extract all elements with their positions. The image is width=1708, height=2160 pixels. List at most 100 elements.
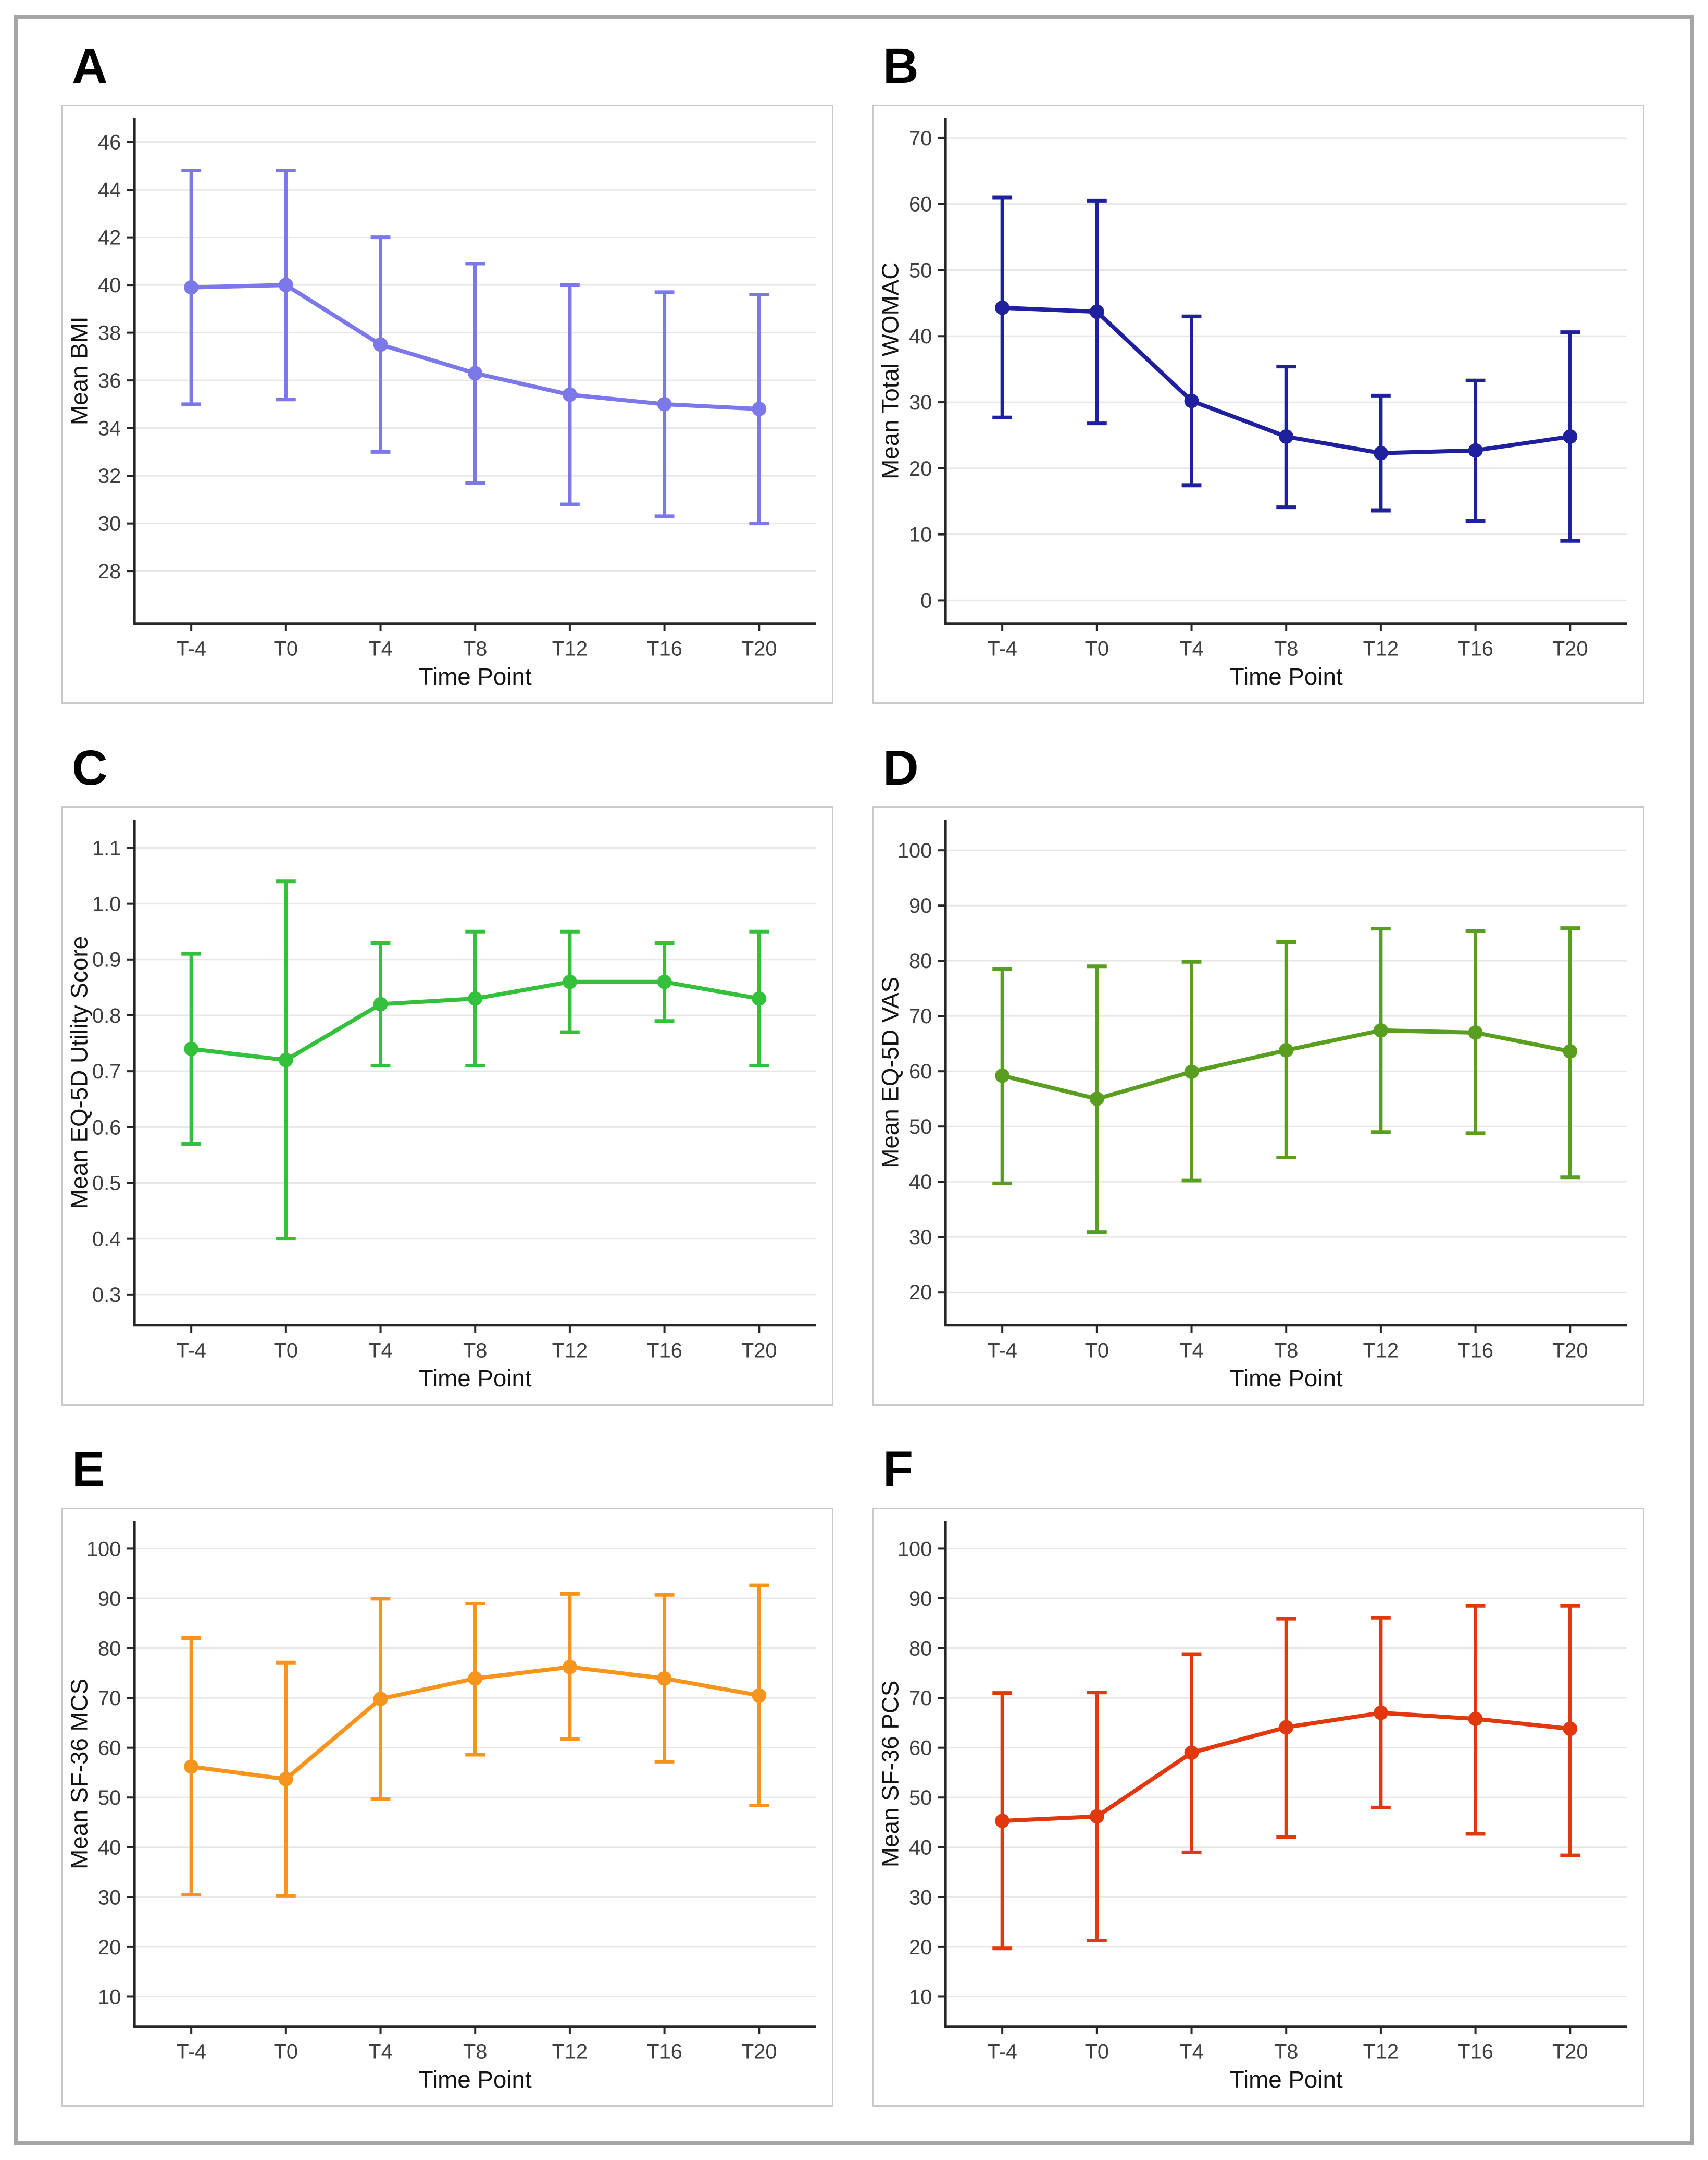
data-point: [278, 1052, 293, 1067]
x-tick-label: T12: [552, 1339, 588, 1362]
y-tick-label: 20: [909, 457, 932, 480]
chart-box-d: 20 30 40 50 60 70 80 90 100 T-4 T0 T4 T8 T12 T16 T20 Mea…: [872, 806, 1644, 1406]
x-tick-label: T8: [1274, 1339, 1298, 1362]
x-tick-label: T0: [1085, 637, 1109, 660]
data-point: [1089, 1809, 1104, 1824]
chart-canvas-sf36-mcs: 10 20 30 40 50 60 70 80 90 100 T-4 T0 T4 T8 T12 T16 T20 M…: [66, 1521, 816, 2093]
figure-frame: A 28 30 32 34 36 38 40 42 44 46 T-4 T0 T4 T8 T12 T16 T20…: [14, 15, 1694, 2145]
data-point: [1468, 443, 1483, 458]
x-tick-label: T0: [274, 1339, 298, 1362]
chart-canvas-eq5d-vas: 20 30 40 50 60 70 80 90 100 T-4 T0 T4 T8 T12 T16 T20 Mea…: [877, 820, 1627, 1392]
y-tick-label: 80: [909, 1637, 932, 1660]
panel-c: C 0.3 0.4 0.5 0.6 0.7 0.8 0.9 1.0 1.1 T-4 T0 T4 T8 T1…: [61, 726, 833, 1427]
panel-letter-f: F: [883, 1442, 914, 1497]
y-tick-label: 0: [920, 589, 932, 612]
y-tick-label: 0.6: [92, 1116, 121, 1139]
x-tick-label: T8: [463, 2041, 487, 2064]
y-tick-label: 70: [909, 127, 932, 150]
x-axis-title: Time Point: [419, 1365, 532, 1392]
x-tick-label: T4: [1179, 2041, 1203, 2064]
x-tick-label: T8: [463, 637, 487, 660]
y-tick-label: 36: [98, 369, 121, 392]
y-tick-label: 0.4: [92, 1227, 121, 1250]
y-axis-title: Mean EQ-5D VAS: [877, 977, 904, 1169]
data-point: [1563, 1721, 1578, 1736]
y-axis-title: Mean SF-36 MCS: [66, 1679, 93, 1869]
x-tick-label: T0: [1085, 1339, 1109, 1362]
y-tick-label: 40: [98, 1836, 121, 1859]
y-tick-label: 70: [909, 1005, 932, 1028]
y-tick-label: 50: [98, 1786, 121, 1809]
data-point: [995, 1068, 1010, 1083]
data-point: [373, 997, 388, 1012]
x-tick-label: T16: [646, 1339, 682, 1362]
x-axis-title: Time Point: [1230, 2067, 1343, 2093]
x-tick-label: T-4: [987, 637, 1017, 660]
x-tick-label: T12: [552, 637, 588, 660]
x-tick-label: T8: [1274, 2041, 1298, 2064]
x-tick-label: T20: [1552, 2041, 1588, 2064]
y-tick-label: 70: [98, 1687, 121, 1710]
y-tick-label: 80: [909, 950, 932, 973]
x-tick-label: T4: [368, 637, 392, 660]
y-tick-label: 90: [98, 1587, 121, 1610]
panel-letter-d: D: [883, 740, 919, 796]
y-tick-label: 100: [897, 839, 932, 862]
y-tick-label: 40: [909, 325, 932, 348]
x-tick-label: T16: [1457, 1339, 1493, 1362]
plot-B: 0 10 20 30 40 50 60 70 T-4 T0 T4 T8 T12 T16 T20 Mean To…: [877, 118, 1627, 690]
y-tick-label: 60: [909, 1060, 932, 1083]
plot-A: 28 30 32 34 36 38 40 42 44 46 T-4 T0 T4 T8 T12 T16 T20 Me…: [66, 118, 816, 690]
y-tick-label: 0.9: [92, 948, 121, 971]
y-tick-label: 70: [909, 1687, 932, 1710]
plot-F: 10 20 30 40 50 60 70 80 90 100 T-4 T0 T4 T8 T12 T16 T20 M…: [877, 1521, 1627, 2093]
y-tick-label: 30: [98, 513, 121, 536]
data-point: [278, 278, 293, 293]
y-tick-label: 90: [909, 895, 932, 917]
y-tick-label: 30: [98, 1886, 121, 1909]
y-tick-label: 40: [98, 274, 121, 297]
data-point: [468, 991, 483, 1006]
data-point: [1184, 393, 1199, 408]
x-tick-label: T16: [1457, 2041, 1493, 2064]
chart-box-c: 0.3 0.4 0.5 0.6 0.7 0.8 0.9 1.0 1.1 T-4 T0 T4 T8 T12 T…: [61, 806, 833, 1406]
x-axis-title: Time Point: [1230, 1365, 1343, 1392]
chart-canvas-sf36-pcs: 10 20 30 40 50 60 70 80 90 100 T-4 T0 T4 T8 T12 T16 T20 M…: [877, 1521, 1627, 2093]
x-tick-label: T12: [1363, 637, 1399, 660]
y-tick-label: 32: [98, 465, 121, 488]
data-point: [1279, 1720, 1294, 1735]
y-tick-label: 90: [909, 1587, 932, 1610]
y-tick-label: 1.1: [92, 837, 121, 860]
x-axis-title: Time Point: [419, 2067, 532, 2093]
data-point: [1184, 1745, 1199, 1760]
y-tick-label: 20: [909, 1936, 932, 1959]
panel-letter-e: E: [72, 1442, 105, 1497]
x-tick-label: T12: [1363, 1339, 1399, 1362]
data-point: [752, 991, 767, 1006]
plot-D: 20 30 40 50 60 70 80 90 100 T-4 T0 T4 T8 T12 T16 T20 Mea…: [877, 820, 1627, 1392]
data-point: [657, 974, 672, 989]
y-axis-title: Mean Total WOMAC: [877, 263, 904, 479]
y-tick-label: 1.0: [92, 892, 121, 915]
x-axis-title: Time Point: [1230, 663, 1343, 690]
x-tick-label: T12: [1363, 2041, 1399, 2064]
x-tick-label: T20: [1552, 1339, 1588, 1362]
y-tick-label: 100: [897, 1538, 932, 1561]
y-tick-label: 10: [98, 1986, 121, 2009]
y-tick-label: 10: [909, 1986, 932, 2009]
x-tick-label: T4: [368, 2041, 392, 2064]
y-tick-label: 30: [909, 391, 932, 414]
data-point: [1089, 1091, 1104, 1106]
y-tick-label: 20: [98, 1936, 121, 1959]
data-point: [1468, 1025, 1483, 1040]
data-point: [752, 402, 767, 416]
data-point: [1089, 304, 1104, 319]
data-point: [468, 1671, 483, 1686]
panel-f: F 10 20 30 40 50 60 70 80 90 100 T-4 T0 T4 T8 T12 T16 T2…: [872, 1427, 1644, 2129]
y-tick-label: 40: [909, 1836, 932, 1859]
chart-box-e: 10 20 30 40 50 60 70 80 90 100 T-4 T0 T4 T8 T12 T16 T20 M…: [61, 1508, 833, 2107]
y-tick-label: 0.8: [92, 1004, 121, 1027]
y-tick-label: 42: [98, 227, 121, 250]
data-point: [184, 1041, 199, 1056]
y-tick-label: 50: [909, 1115, 932, 1138]
